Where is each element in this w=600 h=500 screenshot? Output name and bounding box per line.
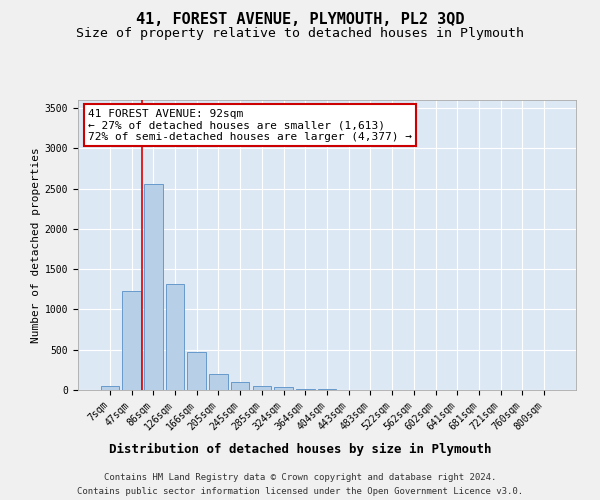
Bar: [187, 352, 206, 390]
Bar: [144, 184, 163, 390]
Bar: [318, 389, 336, 390]
Text: Contains HM Land Registry data © Crown copyright and database right 2024.: Contains HM Land Registry data © Crown c…: [104, 472, 496, 482]
Bar: [231, 382, 250, 390]
Bar: [209, 374, 227, 390]
Bar: [296, 388, 314, 390]
Text: Distribution of detached houses by size in Plymouth: Distribution of detached houses by size …: [109, 442, 491, 456]
Bar: [101, 386, 119, 390]
Text: 41, FOREST AVENUE, PLYMOUTH, PL2 3QD: 41, FOREST AVENUE, PLYMOUTH, PL2 3QD: [136, 12, 464, 28]
Text: Size of property relative to detached houses in Plymouth: Size of property relative to detached ho…: [76, 28, 524, 40]
Text: Contains public sector information licensed under the Open Government Licence v3: Contains public sector information licen…: [77, 488, 523, 496]
Bar: [253, 386, 271, 390]
Y-axis label: Number of detached properties: Number of detached properties: [31, 147, 41, 343]
Text: 41 FOREST AVENUE: 92sqm
← 27% of detached houses are smaller (1,613)
72% of semi: 41 FOREST AVENUE: 92sqm ← 27% of detache…: [88, 108, 412, 142]
Bar: [122, 291, 141, 390]
Bar: [166, 284, 184, 390]
Bar: [274, 387, 293, 390]
